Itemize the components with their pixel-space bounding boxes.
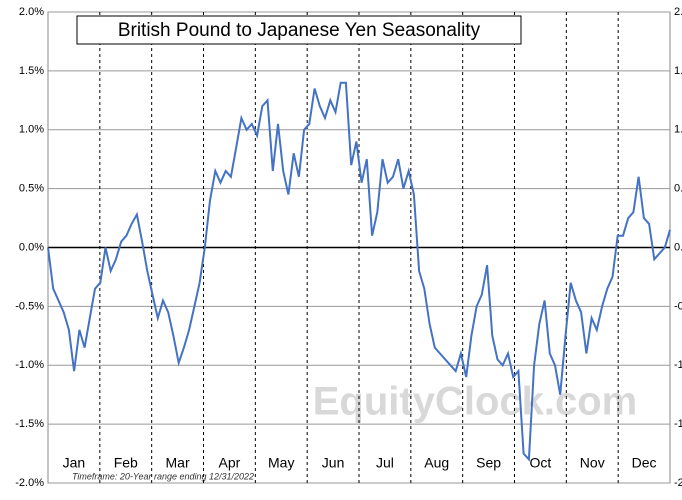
y-tick-label: 1.0% [19, 124, 44, 136]
series-line [47, 81, 671, 462]
y-tick-label: -1.5% [15, 418, 44, 430]
y-tick-label: -2.0% [15, 477, 44, 489]
x-tick-label: Mar [166, 455, 190, 471]
x-tick-label: Dec [632, 455, 657, 471]
y-tick-label-right: 0.0% [674, 241, 682, 253]
y-tick-label-right: 1.5% [674, 65, 682, 77]
y-tick-label: -1.0% [15, 359, 44, 371]
x-tick-label: Jun [322, 455, 345, 471]
title-box [76, 15, 522, 45]
footnote: Timeframe: 20-Year range ending 12/31/20… [72, 471, 254, 481]
x-tick-label: Jul [376, 455, 394, 471]
y-tick-label-right: -1.5% [674, 418, 682, 430]
x-tick-label: Nov [580, 455, 605, 471]
x-tick-label: Feb [114, 455, 138, 471]
y-tick-label-right: -0.5% [674, 300, 682, 312]
x-tick-label: Sep [476, 455, 501, 471]
x-tick-label: Jan [63, 455, 86, 471]
y-tick-label-right: 1.0% [674, 124, 682, 136]
x-tick-label: May [268, 455, 294, 471]
chart-title: British Pound to Japanese Yen Seasonalit… [118, 20, 481, 41]
y-tick-label: 1.5% [19, 65, 44, 77]
x-tick-label: Apr [219, 455, 241, 471]
y-tick-label-right: 0.5% [674, 183, 682, 195]
y-tick-label-right: 2.0% [674, 6, 682, 18]
y-tick-label: 0.0% [19, 241, 44, 253]
watermark: EquityClock.com [313, 380, 638, 424]
y-tick-label: -0.5% [15, 300, 44, 312]
y-tick-label-right: -1.0% [674, 359, 682, 371]
x-tick-label: Oct [530, 455, 552, 471]
y-tick-label-right: -2.0% [674, 477, 682, 489]
x-tick-label: Aug [424, 455, 449, 471]
y-tick-label: 0.5% [19, 183, 44, 195]
y-tick-label: 2.0% [19, 6, 44, 18]
